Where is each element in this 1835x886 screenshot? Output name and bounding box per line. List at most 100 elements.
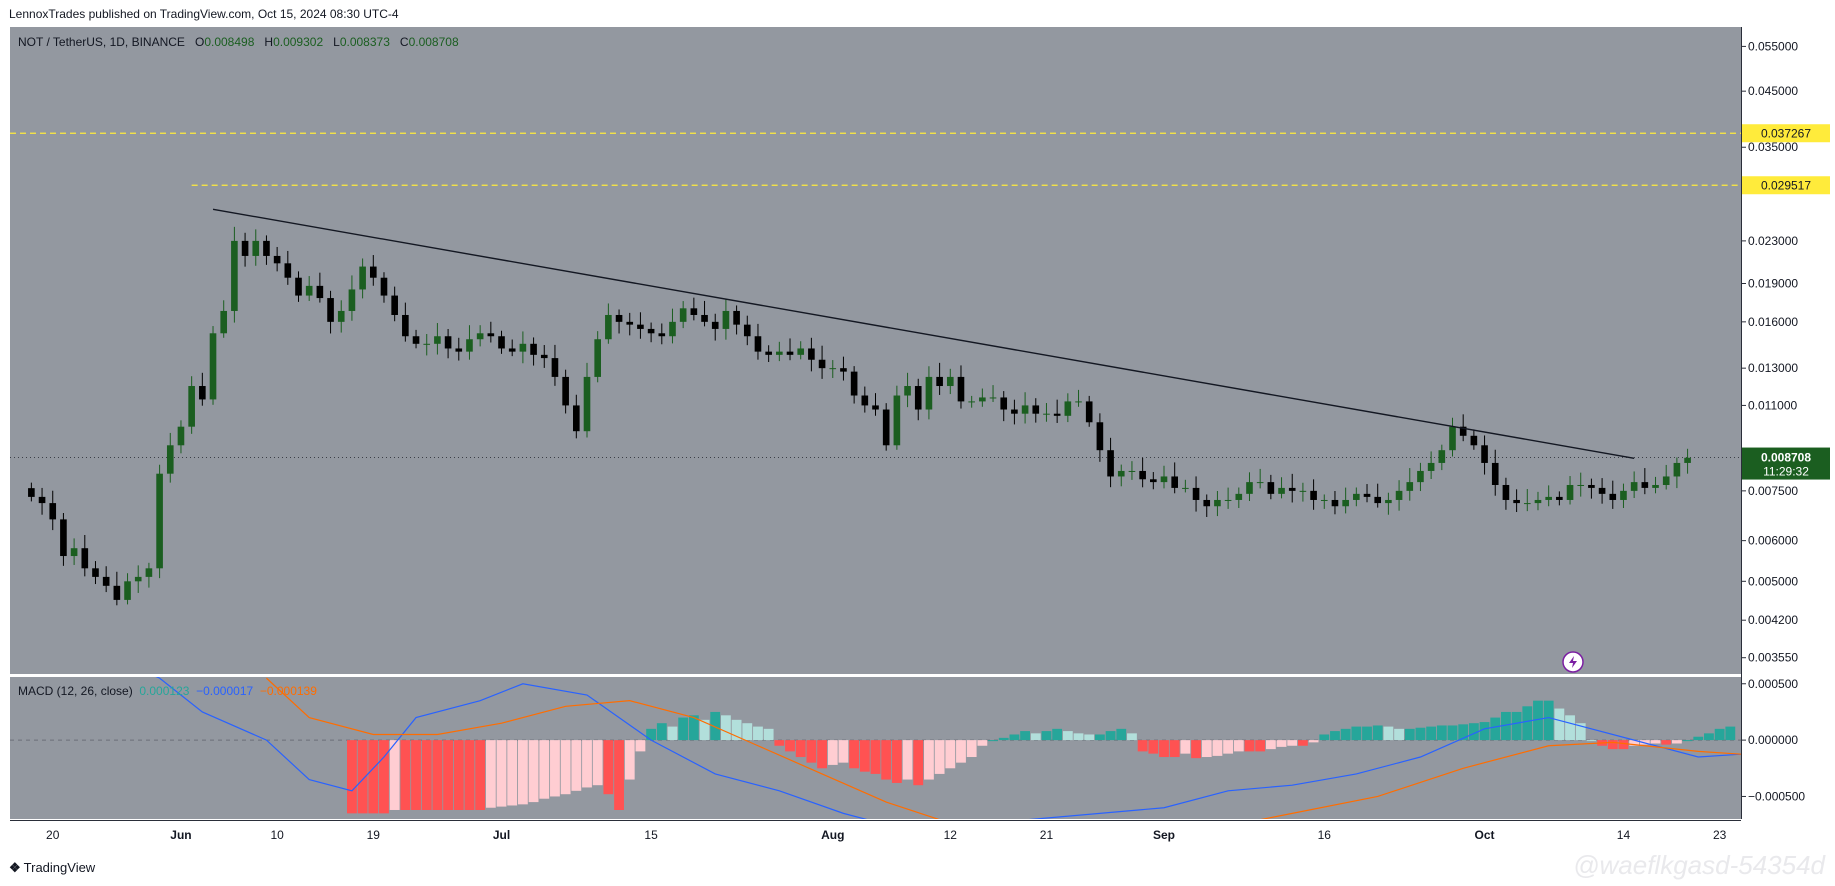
candle[interactable]: [1192, 476, 1200, 512]
candle[interactable]: [444, 328, 452, 359]
candle[interactable]: [1021, 392, 1029, 424]
candle[interactable]: [1577, 472, 1585, 497]
tradingview-logo[interactable]: ❖ TradingView: [9, 860, 96, 875]
candle[interactable]: [594, 331, 601, 383]
candle[interactable]: [1224, 487, 1232, 509]
candle[interactable]: [60, 513, 67, 566]
candle[interactable]: [348, 275, 356, 321]
candle[interactable]: [1374, 483, 1382, 508]
candle[interactable]: [1310, 479, 1317, 510]
candle[interactable]: [124, 573, 131, 605]
candle[interactable]: [1117, 464, 1125, 487]
candle[interactable]: [337, 300, 345, 333]
candle[interactable]: [188, 376, 195, 434]
candle[interactable]: [1150, 472, 1157, 490]
candle[interactable]: [711, 313, 719, 341]
candle[interactable]: [1406, 468, 1414, 501]
candle[interactable]: [38, 487, 46, 515]
candle[interactable]: [316, 272, 324, 303]
candle[interactable]: [1620, 483, 1627, 509]
candle[interactable]: [380, 272, 388, 303]
candle[interactable]: [498, 330, 505, 354]
candle[interactable]: [145, 562, 153, 588]
candle[interactable]: [1417, 462, 1424, 492]
candle[interactable]: [1481, 435, 1488, 475]
candle[interactable]: [1299, 482, 1307, 502]
candle[interactable]: [1246, 472, 1253, 502]
candle[interactable]: [134, 565, 142, 593]
candle[interactable]: [476, 325, 484, 347]
candle[interactable]: [1502, 477, 1510, 510]
candle[interactable]: [946, 368, 954, 395]
candle[interactable]: [391, 286, 398, 322]
candle[interactable]: [1566, 476, 1574, 505]
candle[interactable]: [776, 341, 783, 362]
candle[interactable]: [327, 290, 334, 334]
candle[interactable]: [241, 232, 249, 267]
candle[interactable]: [177, 420, 185, 454]
candle[interactable]: [1470, 429, 1478, 450]
candle[interactable]: [818, 345, 826, 379]
candle[interactable]: [968, 395, 975, 408]
candle[interactable]: [1000, 391, 1008, 422]
candle[interactable]: [743, 315, 751, 346]
candle[interactable]: [540, 345, 548, 368]
candle[interactable]: [1128, 461, 1136, 480]
candle[interactable]: [1267, 474, 1275, 500]
candle[interactable]: [1203, 494, 1211, 517]
candle[interactable]: [1011, 399, 1018, 425]
candle[interactable]: [615, 309, 623, 334]
candle[interactable]: [369, 255, 377, 286]
candle[interactable]: [1235, 487, 1243, 509]
candle[interactable]: [1043, 403, 1050, 422]
candle[interactable]: [1684, 448, 1691, 474]
candle[interactable]: [209, 326, 217, 405]
candle[interactable]: [1385, 492, 1392, 515]
candle[interactable]: [861, 386, 869, 413]
candle[interactable]: [412, 329, 420, 349]
candle[interactable]: [1641, 468, 1649, 495]
candle[interactable]: [1395, 480, 1403, 511]
candle[interactable]: [658, 323, 666, 345]
candle[interactable]: [156, 464, 163, 579]
price-pane[interactable]: [10, 27, 1741, 674]
candle[interactable]: [1182, 479, 1189, 493]
candle[interactable]: [402, 302, 409, 342]
candle[interactable]: [562, 369, 569, 414]
candle[interactable]: [1556, 491, 1563, 506]
candle[interactable]: [872, 393, 879, 416]
candle[interactable]: [1139, 457, 1146, 488]
candle[interactable]: [295, 271, 302, 302]
candle[interactable]: [1256, 468, 1264, 489]
candle[interactable]: [1545, 485, 1552, 507]
candle[interactable]: [1032, 398, 1040, 423]
candle[interactable]: [904, 372, 911, 408]
candle[interactable]: [733, 305, 740, 335]
candle[interactable]: [487, 321, 495, 343]
candle[interactable]: [1523, 489, 1531, 512]
candle[interactable]: [434, 323, 441, 355]
lightning-icon[interactable]: [1562, 651, 1584, 673]
candle[interactable]: [1491, 449, 1499, 496]
candle[interactable]: [508, 339, 516, 357]
candle[interactable]: [1171, 462, 1178, 494]
candle[interactable]: [49, 490, 57, 531]
candle[interactable]: [166, 432, 174, 483]
candle[interactable]: [914, 378, 922, 421]
candle[interactable]: [840, 356, 847, 381]
candle[interactable]: [28, 482, 35, 502]
candle[interactable]: [1673, 457, 1681, 489]
candle[interactable]: [1096, 413, 1104, 462]
time-axis[interactable]: [10, 820, 1741, 849]
candle[interactable]: [637, 312, 644, 339]
pane-separator[interactable]: [10, 675, 1741, 677]
candle[interactable]: [1075, 389, 1082, 407]
candle[interactable]: [220, 300, 228, 338]
candle[interactable]: [1331, 491, 1339, 515]
candle[interactable]: [1438, 444, 1446, 471]
candle[interactable]: [1513, 489, 1520, 513]
candle[interactable]: [797, 341, 805, 360]
candle[interactable]: [305, 276, 313, 301]
candle[interactable]: [1085, 395, 1093, 427]
candle[interactable]: [605, 303, 612, 344]
